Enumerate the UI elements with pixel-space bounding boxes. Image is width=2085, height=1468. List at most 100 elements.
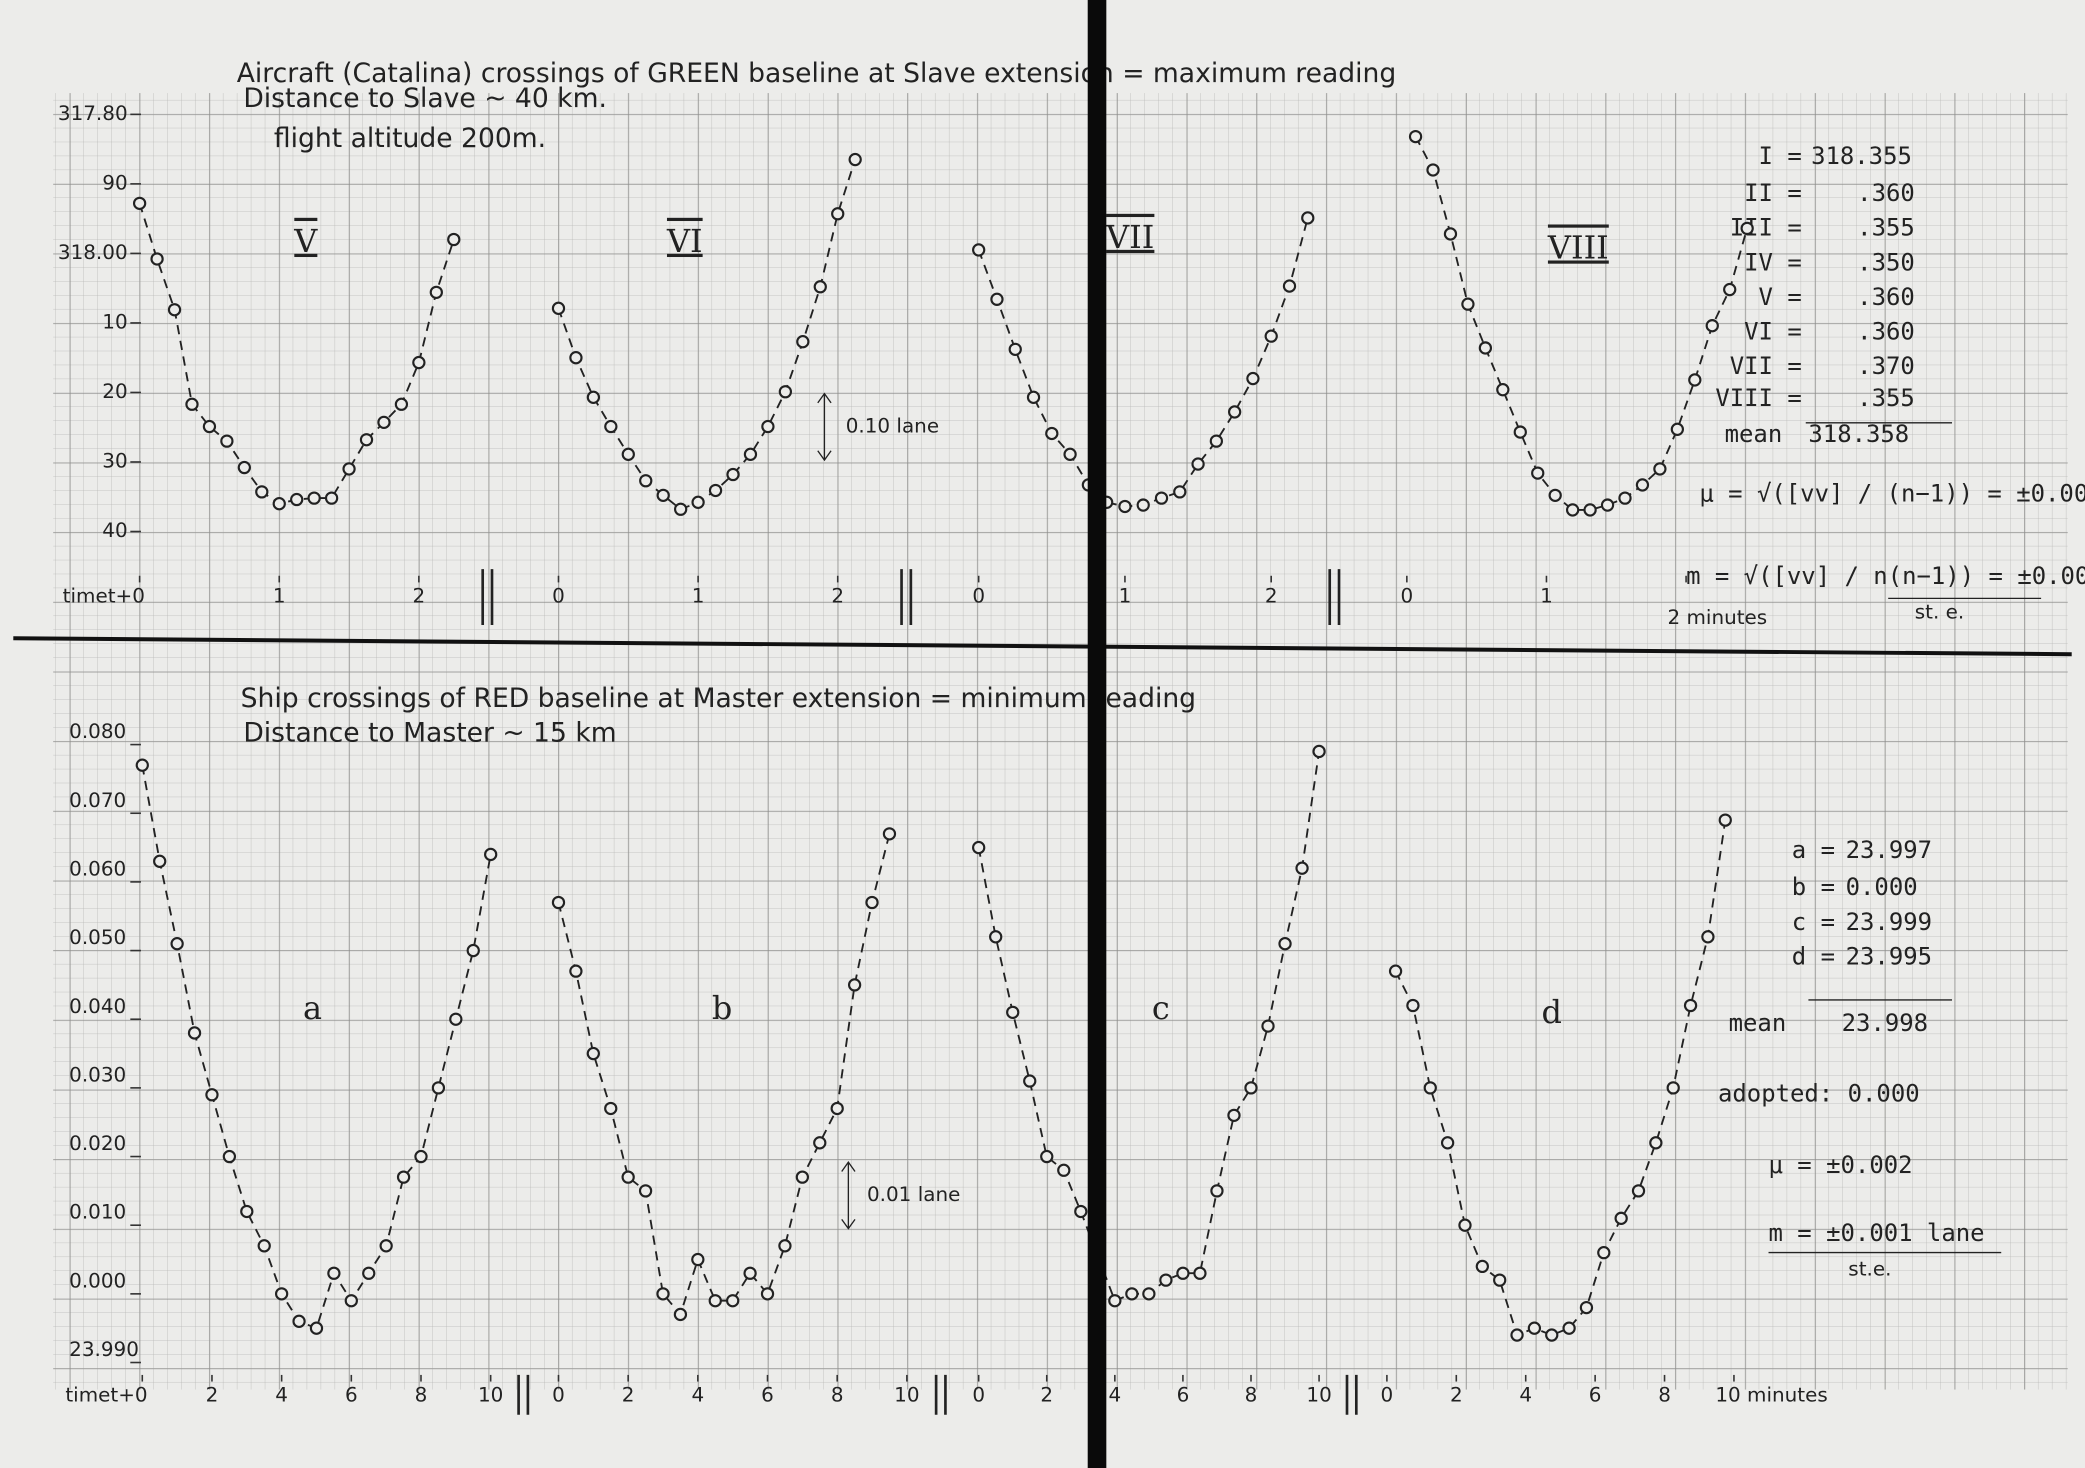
formula: μ = √([vv] / (n−1)) = ±0.006 [1699, 480, 2085, 508]
y-tick-label: 0.020 [69, 1131, 126, 1155]
result-label: VI = [1744, 317, 1802, 345]
scale-note: 0.01 lane [867, 1182, 960, 1206]
point [1125, 1287, 1139, 1301]
point [656, 488, 670, 502]
point [831, 207, 845, 221]
x-tick-label: 1 [1540, 584, 1553, 608]
formula: adopted: 0.000 [1718, 1079, 1920, 1107]
panel-separator [13, 636, 2072, 657]
point [830, 1101, 844, 1116]
point [1740, 221, 1754, 236]
point [1579, 1300, 1594, 1315]
point [222, 1149, 237, 1164]
point [1118, 499, 1132, 514]
mean-value: 318.358 [1808, 420, 1909, 448]
formula: m = ±0.001 lane [1769, 1219, 1985, 1247]
point [551, 895, 566, 910]
x-tick-label: 8 [1658, 1383, 1671, 1407]
point [1388, 964, 1403, 978]
error-note: st.e. [1848, 1256, 1891, 1280]
point [1282, 279, 1297, 293]
point [1136, 498, 1150, 512]
y-tick-label: 0.070 [69, 788, 126, 812]
x-tick-label: 2 [831, 584, 844, 608]
point [586, 1046, 600, 1061]
point [202, 419, 217, 434]
result-label: VIII = [1715, 384, 1801, 412]
x-tick-label: timet+0 [63, 584, 145, 608]
chart-title: Aircraft (Catalina) crossings of GREEN b… [237, 58, 1397, 89]
point [1176, 1266, 1190, 1280]
y-tick-label: 30 [102, 448, 127, 472]
point [379, 1239, 393, 1253]
x-tick-label: 6 [1177, 1383, 1190, 1407]
curve [557, 159, 857, 511]
point [135, 758, 149, 772]
series-label: VIII [1547, 228, 1609, 266]
point [292, 1314, 306, 1328]
point [240, 1204, 254, 1219]
point [307, 491, 321, 505]
point [743, 447, 758, 461]
series-label: d [1542, 993, 1562, 1031]
result-value: .355 [1857, 384, 1915, 412]
point [1261, 1019, 1275, 1033]
point [569, 351, 583, 365]
point [237, 460, 251, 475]
point [1583, 503, 1597, 517]
point [1527, 1321, 1542, 1335]
x-tick-label: 2 [1450, 1383, 1463, 1407]
point [1461, 297, 1475, 311]
result-label: c = [1792, 908, 1835, 936]
point [344, 1294, 358, 1308]
point [362, 1266, 376, 1280]
point [1312, 744, 1326, 759]
x-tick-label: 2 [1040, 1383, 1053, 1407]
point [1057, 1163, 1071, 1177]
point [1493, 1273, 1507, 1287]
point [1227, 1108, 1241, 1122]
result-value: 318.355 [1811, 142, 1912, 170]
y-tick-label: 317.80 [58, 101, 128, 125]
point [1408, 129, 1423, 144]
point [1683, 998, 1698, 1013]
point [604, 1101, 618, 1116]
point [1406, 998, 1420, 1013]
x-tick-label: 1 [273, 584, 286, 608]
curve [977, 751, 1321, 1302]
point [1426, 163, 1440, 177]
x-tick-label: 6 [1589, 1383, 1602, 1407]
point [1600, 498, 1615, 512]
x-tick-label: 2 [206, 1383, 219, 1407]
point [621, 1170, 635, 1184]
chart-title: Ship crossings of RED baseline at Master… [241, 683, 1196, 714]
point [1545, 1328, 1559, 1342]
point [621, 447, 635, 461]
y-tick-label: 40 [102, 518, 127, 542]
x-tick-label: 6 [761, 1383, 774, 1407]
y-tick-label: 0.060 [69, 856, 126, 880]
point [1701, 930, 1715, 944]
result-value: .360 [1857, 283, 1915, 311]
x-tick-label: timet+0 [65, 1383, 147, 1407]
scale-note: 0.10 lane [846, 413, 939, 437]
point [1301, 211, 1315, 225]
result-label: VII = [1730, 352, 1802, 380]
point [1723, 282, 1737, 297]
point [1562, 1321, 1576, 1335]
point [150, 252, 164, 266]
point [1531, 466, 1545, 480]
point [726, 1294, 740, 1308]
x-tick-label: 10 [478, 1383, 503, 1407]
point [708, 483, 723, 498]
point [466, 943, 480, 958]
point [795, 1170, 810, 1184]
point [1565, 503, 1580, 517]
x-tick-label: 2 [1265, 584, 1278, 608]
point [1074, 1204, 1088, 1219]
point [1210, 1184, 1224, 1198]
point [342, 462, 356, 476]
point [813, 1136, 827, 1150]
point [1649, 1136, 1663, 1150]
point [1159, 1273, 1173, 1287]
